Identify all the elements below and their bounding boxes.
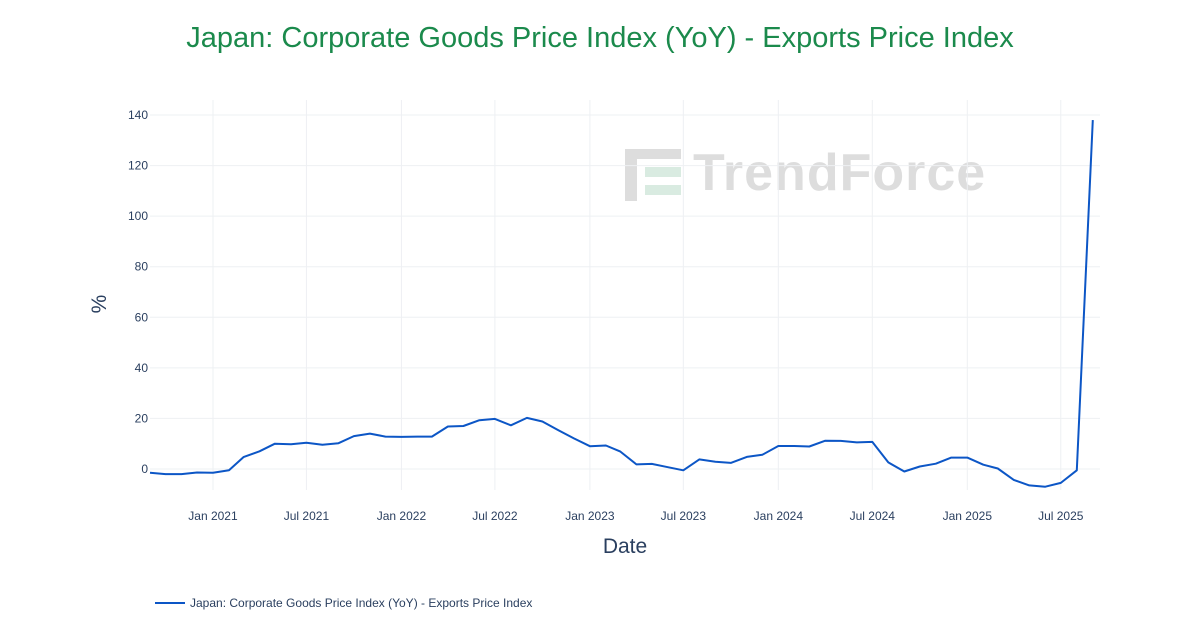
series-line[interactable] [149, 120, 1094, 488]
x-tick-label: Jan 2024 [754, 509, 804, 523]
x-tick-label: Jul 2021 [284, 509, 330, 523]
y-tick-label: 20 [135, 411, 149, 425]
legend-line-swatch [155, 602, 185, 604]
y-axis-ticks: 0 20 40 60 80 100 120 140 [128, 108, 148, 476]
x-tick-label: Jan 2023 [565, 509, 615, 523]
x-axis-ticks: Jan 2021 Jul 2021 Jan 2022 Jul 2022 Jan 2023… [188, 509, 1083, 523]
x-tick-label: Jan 2022 [377, 509, 427, 523]
y-tick-label: 40 [135, 361, 149, 375]
y-tick-label: 0 [141, 462, 148, 476]
legend[interactable]: Japan: Corporate Goods Price Index (YoY)… [155, 596, 532, 610]
x-tick-label: Jan 2021 [188, 509, 238, 523]
y-axis-title: % [88, 295, 111, 314]
chart-title: Japan: Corporate Goods Price Index (YoY)… [186, 22, 1014, 54]
x-tick-label: Jul 2022 [472, 509, 518, 523]
x-tick-label: Jul 2024 [850, 509, 896, 523]
y-tick-label: 120 [128, 159, 148, 173]
x-tick-label: Jul 2025 [1038, 509, 1084, 523]
y-tick-label: 60 [135, 310, 149, 324]
y-tick-label: 140 [128, 108, 148, 122]
x-axis-title: Date [603, 535, 647, 558]
grid-lines [150, 100, 1100, 490]
legend-label: Japan: Corporate Goods Price Index (YoY)… [190, 596, 533, 610]
series-layer [149, 120, 1094, 488]
y-tick-label: 100 [128, 209, 148, 223]
y-tick-label: 80 [135, 260, 149, 274]
x-tick-label: Jul 2023 [661, 509, 707, 523]
x-tick-label: Jan 2025 [943, 509, 993, 523]
